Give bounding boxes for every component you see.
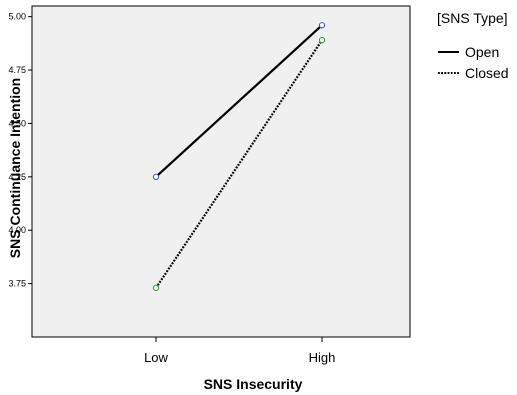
y-tick-label: 5.00 xyxy=(8,12,26,22)
y-tick-label: 4.25 xyxy=(8,172,26,182)
plot-area xyxy=(31,5,411,338)
legend-label-closed: Closed xyxy=(465,65,509,81)
series-line-open xyxy=(155,24,323,178)
series-line-closed xyxy=(155,39,323,289)
legend-title: [SNS Type] xyxy=(437,10,508,26)
x-tick-label: Low xyxy=(144,350,168,365)
legend-label-open: Open xyxy=(465,44,499,60)
y-axis-title: SNS Continuance Intention xyxy=(7,78,23,258)
legend: [SNS Type] Open Closed xyxy=(437,10,509,81)
x-axis-title: SNS Insecurity xyxy=(204,376,303,392)
x-tick-label: High xyxy=(309,350,336,365)
y-tick-label: 4.50 xyxy=(8,118,26,128)
data-point-closed xyxy=(318,37,326,44)
y-tick-label: 3.75 xyxy=(8,279,26,289)
y-tick-label: 4.75 xyxy=(8,65,26,75)
data-point-closed xyxy=(152,284,160,292)
data-point-open xyxy=(152,173,160,180)
y-tick-label: 4.00 xyxy=(8,225,26,235)
data-point-open xyxy=(318,22,326,29)
